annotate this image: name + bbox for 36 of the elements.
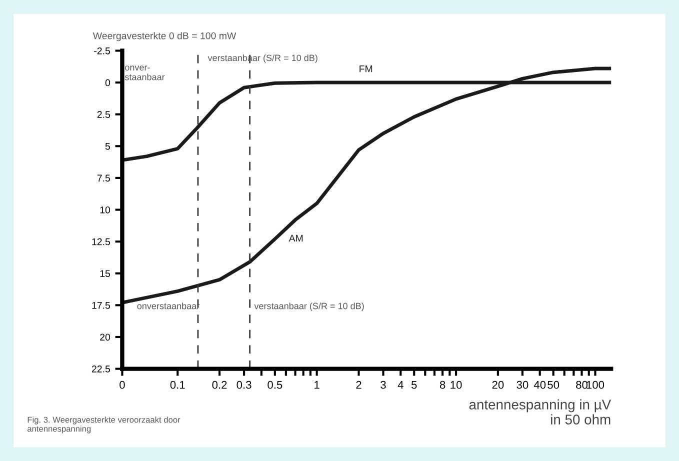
x-tick-label: 3 [380,380,386,389]
x-tick-label: 20 [492,380,504,389]
caption: Fig. 3. Weergavesterkte veroorzaakt door antennespanning [28,416,180,434]
x-tick-label: 2 [356,380,362,389]
y-tick-label: 0 [105,79,110,86]
y-tick-label: 10 [100,206,110,214]
x-tick-label: 0.5 [268,380,282,389]
x-tick-label: 30 [516,380,528,389]
x-tick-label: 50 [548,380,560,389]
x-tick-label: 1 [314,381,320,389]
x-tick-label: 0.1 [170,380,185,389]
y-axis-title: Weergavesterkte 0 dB = 100 mW [92,32,236,42]
x-tick-label: 100 [586,380,604,389]
annotation: verstaanbaar (S/R = 10 dB) [254,302,364,311]
y-tick-label: 17.5 [92,302,110,309]
x-tick-label: 0.2 [212,380,227,389]
x-tick-label: 80 [576,380,588,389]
x-tick-label: 8 [440,380,446,389]
x-tick-label: 0 [120,380,125,389]
y-tick-label: 22.5 [92,366,110,372]
y-tick-label: 7.5 [97,174,110,182]
annotation: onver- staanbaar [124,66,165,80]
y-tick-label: 2.5 [97,111,110,118]
x-axis-title: antennespanning in µV in 50 ohm [469,399,612,424]
x-tick-label: 0.3 [236,380,252,389]
series-label: AM [288,234,303,242]
y-tick-label: -2.5 [94,47,110,54]
x-tick-label: 40 [534,380,546,389]
y-tick-label: 15 [100,270,110,277]
series-label: FM [360,65,372,72]
x-tick-label: 4 [398,381,404,389]
x-tick-label: 5 [411,381,417,389]
y-tick-label: 20 [100,334,110,341]
y-tick-label: 5 [105,142,110,150]
y-tick-label: 12.5 [92,238,110,246]
x-tick-label: 10 [450,380,462,389]
